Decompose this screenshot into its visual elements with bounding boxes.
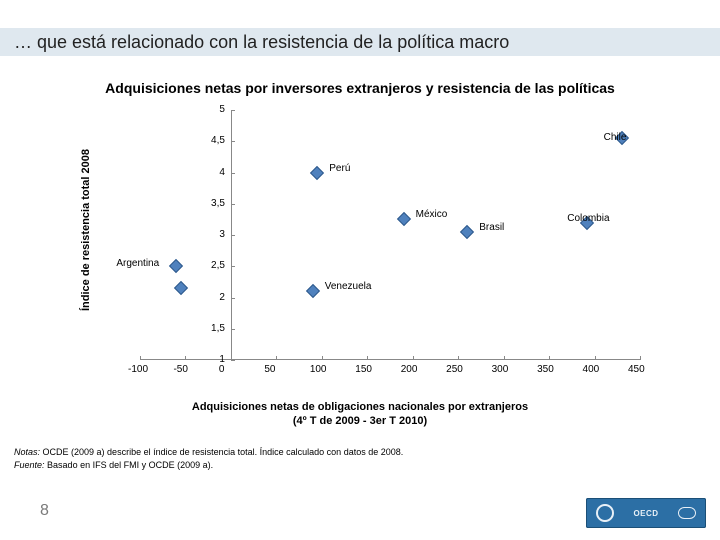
data-point-label: Venezuela [325, 281, 372, 292]
y-tick-label: 4 [219, 167, 225, 178]
x-tick-label: 300 [492, 364, 509, 375]
x-tick-label: 50 [264, 364, 275, 375]
source-label: Fuente: [14, 460, 45, 470]
x-tick [322, 356, 323, 360]
data-point-label: Chile [604, 132, 627, 143]
title-bar: … que está relacionado con la resistenci… [0, 28, 720, 56]
footer-logo-bar: OECD [586, 498, 706, 528]
y-tick-label: 1,5 [211, 323, 225, 334]
x-tick-label: 250 [446, 364, 463, 375]
data-point-label: Colombia [567, 213, 609, 224]
y-tick [231, 141, 235, 142]
y-tick-label: 3 [219, 229, 225, 240]
x-axis-label-line1: Adquisiciones netas de obligaciones naci… [192, 401, 528, 413]
data-point [169, 259, 183, 273]
y-tick [231, 110, 235, 111]
data-point [310, 165, 324, 179]
y-tick [231, 298, 235, 299]
x-tick-label: 450 [628, 364, 645, 375]
y-tick [231, 329, 235, 330]
oecd-logo-text: OECD [633, 509, 658, 518]
x-tick-label: -50 [173, 364, 187, 375]
globe-icon [678, 507, 696, 519]
x-axis-label-line2: (4º T de 2009 - 3er T 2010) [293, 415, 427, 427]
x-tick [640, 356, 641, 360]
x-tick-label: -100 [128, 364, 148, 375]
y-tick-label: 2 [219, 292, 225, 303]
data-point-label: Argentina [116, 258, 159, 269]
y-tick [231, 204, 235, 205]
y-tick-label: 2,5 [211, 260, 225, 271]
slide-page: … que está relacionado con la resistenci… [0, 0, 720, 540]
data-point-label: México [416, 209, 448, 220]
x-tick-label: 400 [583, 364, 600, 375]
x-tick [413, 356, 414, 360]
source-text: Basado en IFS del FMI y OCDE (2009 a). [47, 460, 213, 470]
x-tick [549, 356, 550, 360]
data-point [397, 212, 411, 226]
data-point-label: Perú [329, 163, 350, 174]
x-tick [595, 356, 596, 360]
data-point [460, 225, 474, 239]
y-tick-label: 1 [219, 354, 225, 365]
data-point [174, 281, 188, 295]
x-tick-label: 350 [537, 364, 554, 375]
y-tick-label: 4,5 [211, 135, 225, 146]
y-tick [231, 360, 235, 361]
notes-label: Notas: [14, 447, 40, 457]
x-tick-label: 150 [355, 364, 372, 375]
data-point-label: Brasil [479, 222, 504, 233]
chart-subtitle: Adquisiciones netas por inversores extra… [0, 80, 720, 96]
x-tick [504, 356, 505, 360]
x-tick [367, 356, 368, 360]
x-tick [458, 356, 459, 360]
scatter-chart: Índice de resistencia total 2008 -100 -50… [80, 110, 640, 390]
x-tick-label: 100 [310, 364, 327, 375]
page-number: 8 [40, 502, 49, 520]
notes-block: Notas: OCDE (2009 a) describe el índice … [14, 446, 403, 471]
y-tick-label: 3,5 [211, 198, 225, 209]
x-tick-label: 200 [401, 364, 418, 375]
x-tick [276, 356, 277, 360]
plot-area: -100-5005010015020025030035040045011,522… [140, 110, 640, 360]
page-title: … que está relacionado con la resistenci… [14, 32, 509, 53]
x-axis-label: Adquisiciones netas de obligaciones naci… [0, 400, 720, 429]
y-tick-label: 5 [219, 104, 225, 115]
notes-text: OCDE (2009 a) describe el índice de resi… [43, 447, 404, 457]
y-tick [231, 266, 235, 267]
y-axis-label: Índice de resistencia total 2008 [80, 149, 92, 311]
oecd-ring-icon [596, 504, 614, 522]
y-tick [231, 173, 235, 174]
x-tick [185, 356, 186, 360]
x-axis-line [140, 359, 640, 360]
y-tick [231, 235, 235, 236]
x-tick [140, 356, 141, 360]
x-tick-label: 0 [219, 364, 225, 375]
data-point [306, 284, 320, 298]
